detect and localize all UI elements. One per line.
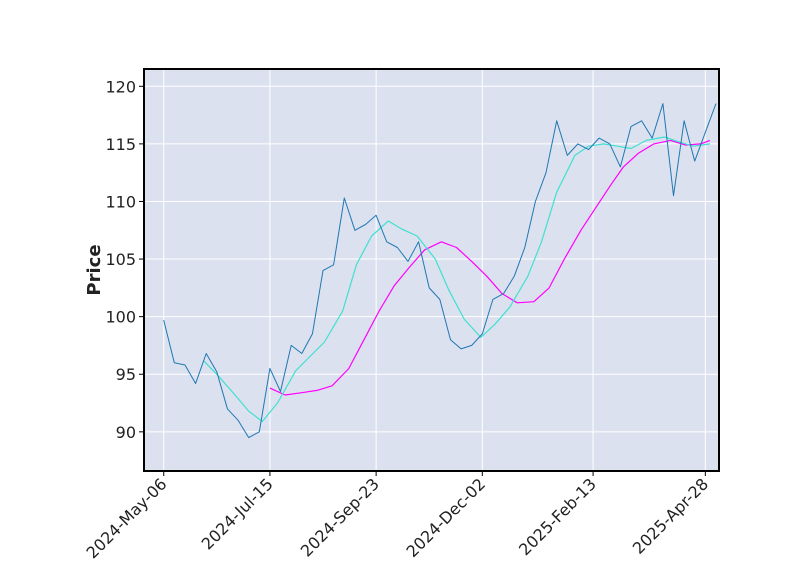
y-tick-label: 100 bbox=[105, 308, 136, 327]
y-tick-label: 110 bbox=[105, 192, 136, 211]
x-tick-label: 2024-May-06 bbox=[83, 474, 171, 562]
x-tick-label: 2024-Jul-15 bbox=[198, 474, 277, 553]
series-line-ma-long bbox=[269, 139, 711, 396]
y-tick-label: 90 bbox=[116, 423, 136, 442]
y-tick-label: 115 bbox=[105, 135, 136, 154]
series-layer bbox=[163, 103, 717, 439]
x-tick-label: 2025-Feb-13 bbox=[515, 474, 600, 559]
series-line-ma-short bbox=[202, 136, 710, 423]
series-line-price bbox=[163, 103, 717, 439]
y-axis-label: Price bbox=[84, 244, 105, 295]
y-axis: 90 95 100 105 110 115 120 bbox=[105, 77, 144, 442]
plot-background bbox=[144, 69, 719, 471]
y-tick-label: 120 bbox=[105, 77, 136, 96]
x-axis: 2024-May-06 2024-Jul-15 2024-Sep-23 2024-De… bbox=[83, 471, 712, 562]
x-tick-label: 2024-Dec-02 bbox=[402, 474, 489, 561]
x-tick-label: 2024-Sep-23 bbox=[297, 474, 383, 560]
y-tick-label: 105 bbox=[105, 250, 136, 269]
grid-lines bbox=[144, 69, 719, 471]
plot-frame bbox=[143, 68, 720, 472]
y-tick-label: 95 bbox=[116, 365, 136, 384]
x-tick-label: 2025-Apr-28 bbox=[629, 474, 712, 557]
